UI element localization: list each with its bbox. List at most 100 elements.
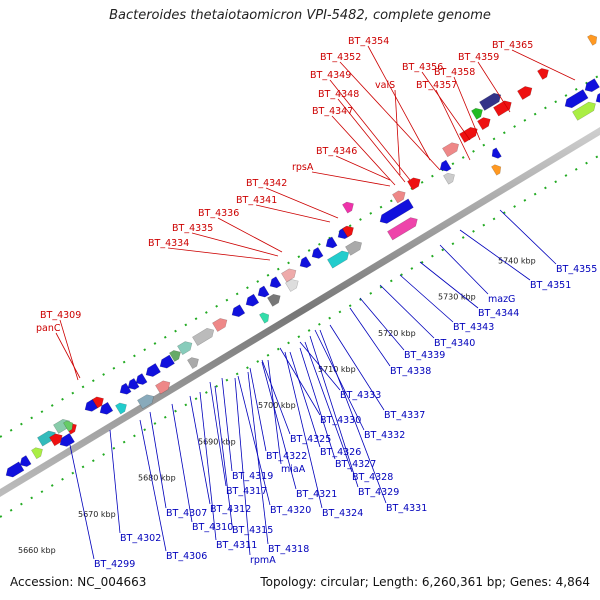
forward-label-leader	[511, 49, 576, 81]
reverse-label-leader	[284, 351, 323, 509]
reverse-gene-label: BT_4355	[556, 264, 597, 275]
gene-feature	[31, 447, 43, 460]
forward-label-leader	[255, 204, 331, 223]
reverse-gene-label: BT_4299	[94, 559, 135, 570]
reverse-gene-label: BT_4312	[210, 504, 251, 515]
gene-feature	[584, 78, 600, 93]
ruler-ticks: 5660 kbp 5670 kbp 5680 kbp 5690 kbp 5700 kbp…	[18, 256, 536, 555]
reverse-label-leader	[237, 375, 271, 506]
reverse-gene-label: BT_4329	[358, 487, 399, 498]
reverse-gene-label: BT_4307	[166, 508, 207, 519]
gene-feature	[392, 190, 406, 204]
ruler-tick-label: 5730 kbp	[438, 293, 476, 302]
reverse-label-leader	[214, 385, 233, 526]
reverse-gene-label: BT_4327	[335, 459, 376, 470]
reverse-label-leader	[309, 335, 359, 488]
forward-gene-label: BT_4365	[492, 40, 533, 51]
ruler-tick-label: 5680 kbp	[138, 474, 176, 483]
reverse-gene-label: BT_4339	[404, 350, 445, 361]
reverse-label-leader	[139, 419, 167, 552]
gene-feature	[155, 380, 171, 395]
reverse-gene-label: BT_4320	[270, 505, 311, 516]
reverse-label-leader	[221, 377, 233, 472]
reverse-label-leader	[399, 274, 454, 323]
forward-label-leader	[337, 98, 406, 183]
forward-label-leader	[367, 45, 431, 161]
forward-label-leader	[421, 71, 471, 141]
reverse-gene-label: BT_4344	[478, 308, 519, 319]
reverse-label-leader	[199, 391, 217, 541]
gene-feature	[281, 268, 297, 283]
gene-feature	[325, 236, 338, 249]
ruler-tick-label: 5660 kbp	[18, 546, 56, 555]
reverse-gene-label: miaA	[281, 464, 306, 475]
forward-label-leader	[217, 217, 283, 253]
forward-gene-label: BT_4358	[434, 67, 475, 78]
reverse-label-leader	[289, 351, 321, 448]
reverse-label-leader	[329, 324, 385, 411]
gene-feature	[257, 285, 270, 298]
reverse-label-leader	[304, 341, 353, 473]
gene-feature	[19, 455, 32, 467]
gene-feature	[99, 401, 114, 415]
gene-feature	[63, 420, 74, 432]
gene-feature	[327, 250, 350, 269]
gene-feature	[537, 68, 549, 80]
ruler-tick-label: 5740 kbp	[498, 256, 536, 265]
forward-gene-label: BT_4347	[312, 106, 353, 117]
forward-gene-label: valS	[375, 80, 395, 91]
reverse-gene-label: BT_4325	[290, 434, 331, 445]
forward-label-leader	[311, 171, 391, 187]
reverse-label-leader	[299, 341, 341, 391]
forward-label-leader	[335, 155, 391, 181]
gene-feature	[477, 117, 491, 131]
reverse-gene-label: BT_4337	[384, 410, 425, 421]
reverse-label-leader	[319, 329, 387, 504]
genome-backbone	[0, 127, 600, 497]
gene-feature	[443, 172, 455, 185]
reverse-gene-label: rpmA	[250, 555, 276, 566]
reverse-gene-label: BT_4328	[352, 472, 393, 483]
gene-feature	[471, 107, 483, 120]
forward-label-leader	[55, 332, 81, 379]
forward-gene-label: BT_4334	[148, 238, 189, 249]
gene-feature	[407, 177, 421, 191]
gene-feature	[564, 89, 589, 109]
reverse-label-leader	[379, 284, 435, 339]
forward-label-leader	[339, 61, 441, 171]
forward-gene-label: BT_4356	[402, 62, 443, 73]
genome-summary: Topology: circular; Length: 6,260,361 bp…	[260, 575, 590, 589]
forward-label-leader	[331, 115, 396, 186]
gene-feature	[84, 398, 99, 412]
reverse-gene-label: BT_4311	[216, 540, 257, 551]
reverse-label-leader	[247, 371, 269, 545]
gene-feature	[177, 341, 193, 356]
gene-feature	[587, 34, 598, 46]
reverse-gene-label: BT_4324	[322, 508, 363, 519]
reverse-gene-label: BT_4310	[192, 522, 233, 533]
reverse-gene-label: BT_4330	[320, 415, 361, 426]
forward-label-leader	[265, 187, 339, 219]
reverse-label-leader	[359, 297, 405, 351]
reverse-gene-label: BT_4315	[232, 525, 273, 536]
forward-label-leader	[453, 76, 481, 141]
gene-feature	[387, 217, 418, 241]
gene-feature	[119, 382, 132, 395]
reverse-label-leader	[499, 209, 557, 265]
gene-feature	[259, 312, 270, 324]
gene-feature	[127, 377, 140, 390]
reverse-label-leader	[69, 444, 95, 560]
forward-label-leader	[191, 232, 279, 257]
gene-feature	[5, 461, 25, 478]
forward-gene-label: rpsA	[292, 162, 314, 173]
gene-feature	[345, 240, 363, 256]
gene-feature	[137, 394, 155, 410]
forward-label-leader	[477, 61, 511, 113]
reverse-label-leader	[149, 411, 167, 509]
reverse-label-leader	[209, 381, 227, 487]
reverse-gene-label: BT_4333	[340, 390, 381, 401]
forward-label-leader	[59, 319, 79, 381]
